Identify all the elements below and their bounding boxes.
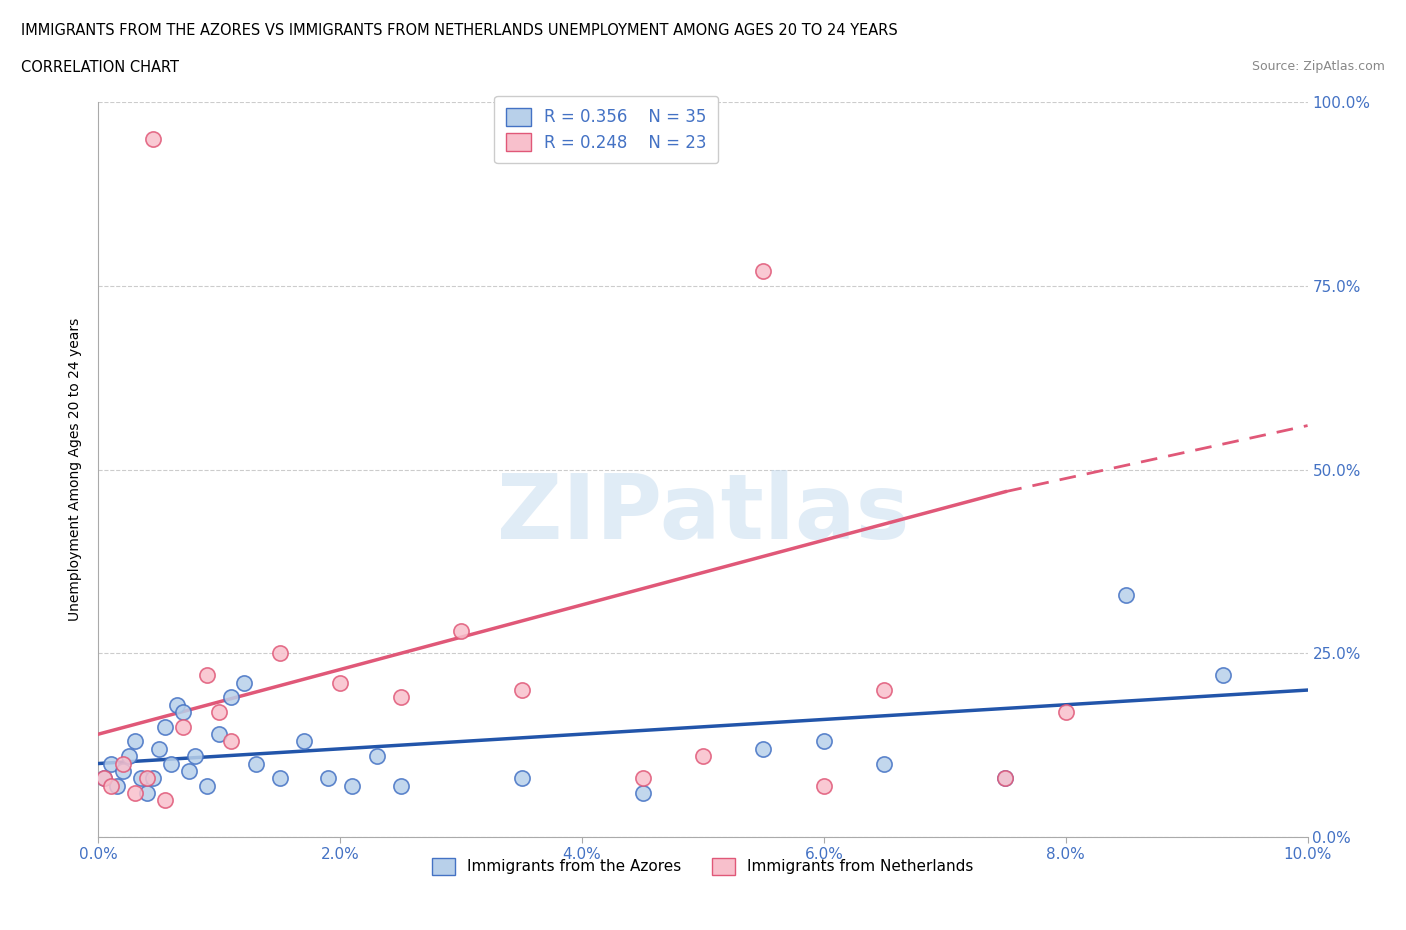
- Point: [179, 764, 201, 778]
- Point: [813, 778, 835, 793]
- Point: [221, 734, 243, 749]
- Point: [510, 683, 533, 698]
- Point: [813, 734, 835, 749]
- Text: Source: ZipAtlas.com: Source: ZipAtlas.com: [1251, 60, 1385, 73]
- Point: [148, 741, 170, 756]
- Point: [172, 705, 194, 720]
- Point: [1054, 705, 1077, 720]
- Point: [129, 771, 152, 786]
- Point: [631, 786, 654, 801]
- Point: [195, 778, 218, 793]
- Point: [172, 720, 194, 735]
- Point: [752, 264, 775, 279]
- Text: CORRELATION CHART: CORRELATION CHART: [21, 60, 179, 75]
- Point: [135, 771, 157, 786]
- Legend: Immigrants from the Azores, Immigrants from Netherlands: Immigrants from the Azores, Immigrants f…: [426, 852, 980, 881]
- Point: [329, 675, 352, 690]
- Point: [994, 771, 1017, 786]
- Text: IMMIGRANTS FROM THE AZORES VS IMMIGRANTS FROM NETHERLANDS UNEMPLOYMENT AMONG AGE: IMMIGRANTS FROM THE AZORES VS IMMIGRANTS…: [21, 23, 898, 38]
- Point: [208, 705, 231, 720]
- Point: [124, 786, 146, 801]
- Point: [93, 771, 115, 786]
- Point: [124, 734, 146, 749]
- Point: [166, 698, 188, 712]
- Point: [100, 756, 122, 771]
- Point: [389, 690, 412, 705]
- Point: [111, 764, 134, 778]
- Y-axis label: Unemployment Among Ages 20 to 24 years: Unemployment Among Ages 20 to 24 years: [69, 318, 83, 621]
- Point: [631, 771, 654, 786]
- Point: [105, 778, 128, 793]
- Point: [153, 792, 176, 807]
- Point: [269, 646, 291, 661]
- Point: [221, 690, 243, 705]
- Point: [184, 749, 207, 764]
- Point: [269, 771, 291, 786]
- Point: [208, 726, 231, 741]
- Point: [752, 741, 775, 756]
- Text: ZIPatlas: ZIPatlas: [496, 470, 910, 558]
- Point: [111, 756, 134, 771]
- Point: [1212, 668, 1234, 683]
- Point: [245, 756, 267, 771]
- Point: [366, 749, 388, 764]
- Point: [873, 756, 896, 771]
- Point: [135, 786, 157, 801]
- Point: [100, 778, 122, 793]
- Point: [195, 668, 218, 683]
- Point: [142, 131, 165, 146]
- Point: [160, 756, 183, 771]
- Point: [232, 675, 254, 690]
- Point: [994, 771, 1017, 786]
- Point: [142, 771, 165, 786]
- Point: [93, 771, 115, 786]
- Point: [692, 749, 714, 764]
- Point: [292, 734, 315, 749]
- Point: [510, 771, 533, 786]
- Point: [450, 624, 472, 639]
- Point: [342, 778, 364, 793]
- Point: [1115, 587, 1137, 602]
- Point: [873, 683, 896, 698]
- Point: [118, 749, 141, 764]
- Point: [153, 720, 176, 735]
- Point: [389, 778, 412, 793]
- Point: [316, 771, 339, 786]
